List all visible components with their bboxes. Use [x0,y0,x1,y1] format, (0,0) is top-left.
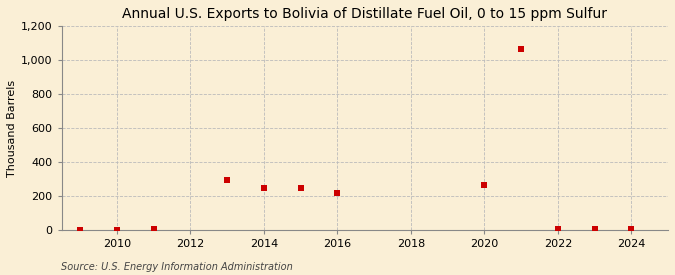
Point [479,183,490,187]
Point [332,191,343,196]
Text: Source: U.S. Energy Information Administration: Source: U.S. Energy Information Administ… [61,262,292,272]
Point [75,228,86,232]
Title: Annual U.S. Exports to Bolivia of Distillate Fuel Oil, 0 to 15 ppm Sulfur: Annual U.S. Exports to Bolivia of Distil… [122,7,608,21]
Point [259,186,269,190]
Point [295,186,306,190]
Point [516,47,526,51]
Point [589,227,600,231]
Point [38,228,49,232]
Point [221,178,232,182]
Point [552,227,563,231]
Y-axis label: Thousand Barrels: Thousand Barrels [7,79,17,177]
Point [148,227,159,231]
Point [111,228,122,232]
Point [626,227,637,231]
